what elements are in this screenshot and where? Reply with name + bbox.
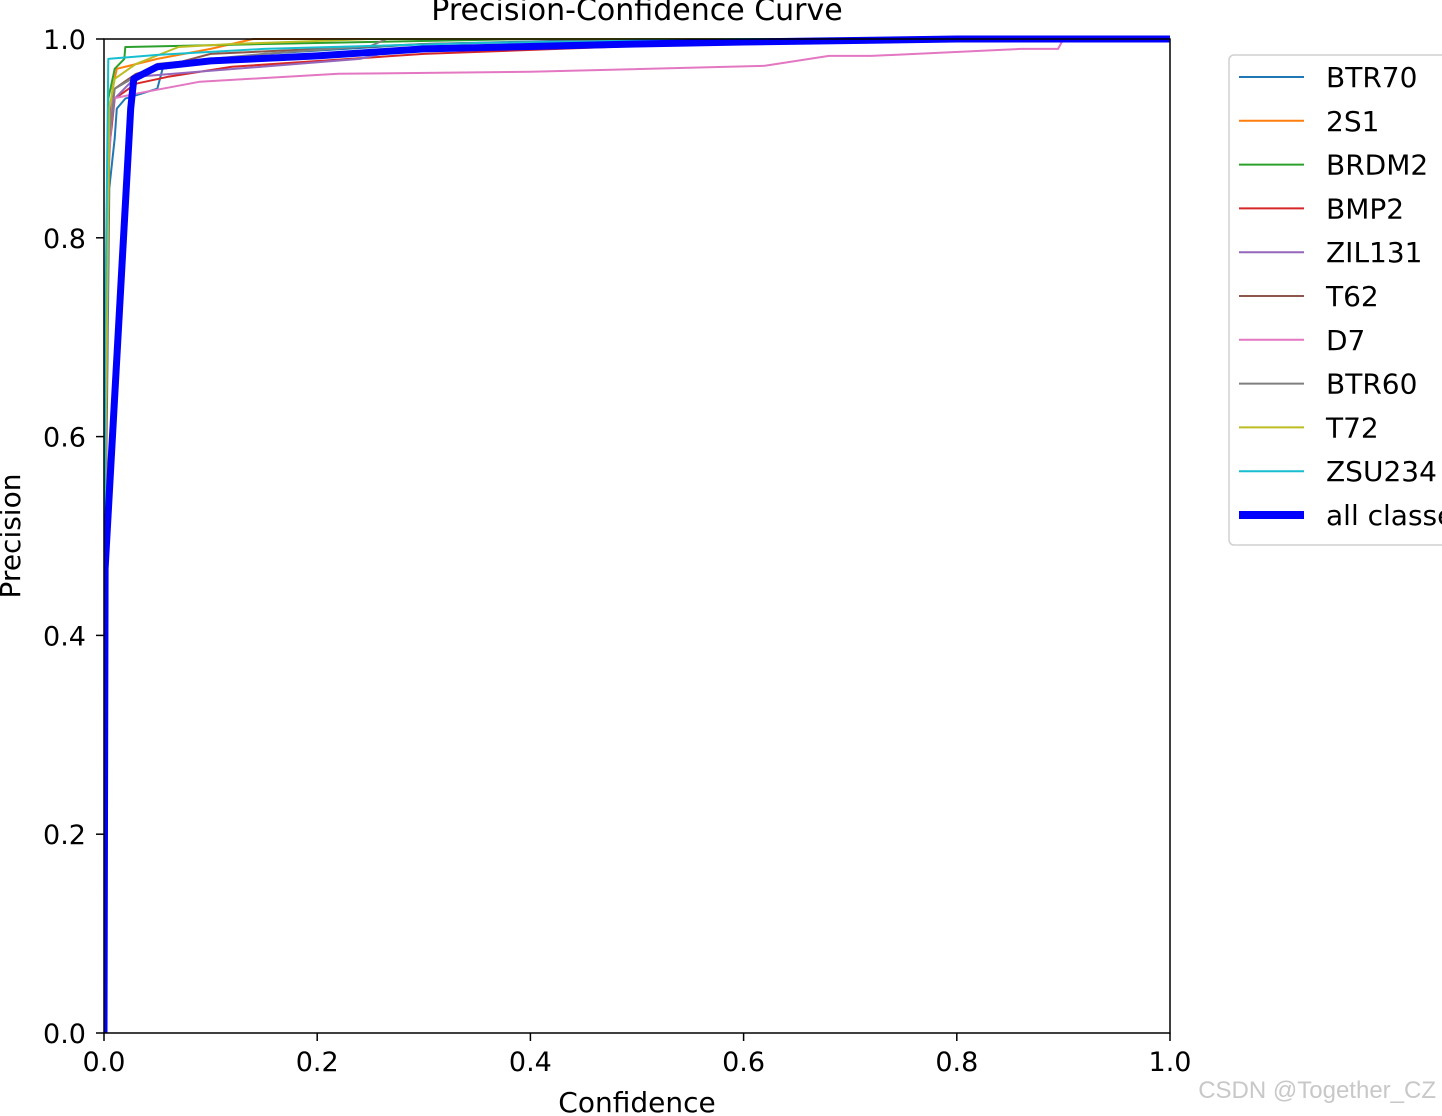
series-layer [104, 35, 1170, 1033]
x-tick-label: 0.6 [722, 1047, 765, 1078]
series-line-4 [104, 38, 1170, 1033]
series-line-7 [104, 38, 1170, 1033]
series-line-10 [104, 35, 1170, 1033]
y-tick-label: 0.0 [43, 1019, 86, 1050]
x-tick-label: 0.8 [935, 1047, 978, 1078]
legend-label: 2S1 [1326, 105, 1379, 138]
y-tick-label: 0.8 [43, 224, 86, 255]
legend-label: ZSU234 [1326, 455, 1437, 488]
y-tick-label: 1.0 [43, 25, 86, 56]
chart-title: Precision-Confidence Curve [431, 0, 842, 28]
legend-label: BRDM2 [1326, 149, 1428, 182]
x-tick-label: 0.2 [296, 1047, 339, 1078]
legend-label: T62 [1325, 280, 1379, 313]
y-tick-label: 0.4 [43, 621, 86, 652]
legend-label: BMP2 [1326, 192, 1404, 225]
series-line-8 [104, 38, 1170, 1033]
series-line-2 [104, 38, 1170, 1033]
x-tick-label: 1.0 [1149, 1047, 1192, 1078]
y-axis-title: Precision [0, 474, 27, 599]
series-line-6 [104, 38, 1170, 1033]
x-axis: 0.0 0.2 0.4 0.6 0.8 1.0 [83, 1033, 1192, 1078]
legend-label: all classes [1326, 499, 1442, 532]
y-tick-label: 0.6 [43, 423, 86, 454]
series-line-3 [104, 38, 1170, 1033]
legend: BTR70 2S1 BRDM2 BMP2 ZIL131 T62 D7 BTR60 T72 ZSU2… [1228, 54, 1442, 546]
watermark: CSDN @Together_CZ [1198, 1077, 1436, 1104]
series-line-1 [104, 38, 1170, 1033]
legend-label: ZIL131 [1326, 236, 1422, 269]
legend-label: D7 [1326, 324, 1365, 357]
y-axis: 0.0 0.2 0.4 0.6 0.8 1.0 [43, 25, 104, 1050]
x-tick-label: 0.0 [83, 1047, 126, 1078]
y-tick-label: 0.2 [43, 820, 86, 851]
plot-frame [103, 38, 1171, 1034]
series-line-5 [104, 38, 1170, 1033]
series-line-9 [104, 38, 1170, 1033]
legend-box [1228, 54, 1442, 546]
legend-label: T72 [1325, 411, 1379, 444]
series-line-0 [104, 38, 1170, 1033]
x-axis-title: Confidence [558, 1086, 715, 1116]
x-tick-label: 0.4 [509, 1047, 552, 1078]
legend-label: BTR60 [1326, 368, 1417, 401]
legend-label: BTR70 [1326, 61, 1417, 94]
